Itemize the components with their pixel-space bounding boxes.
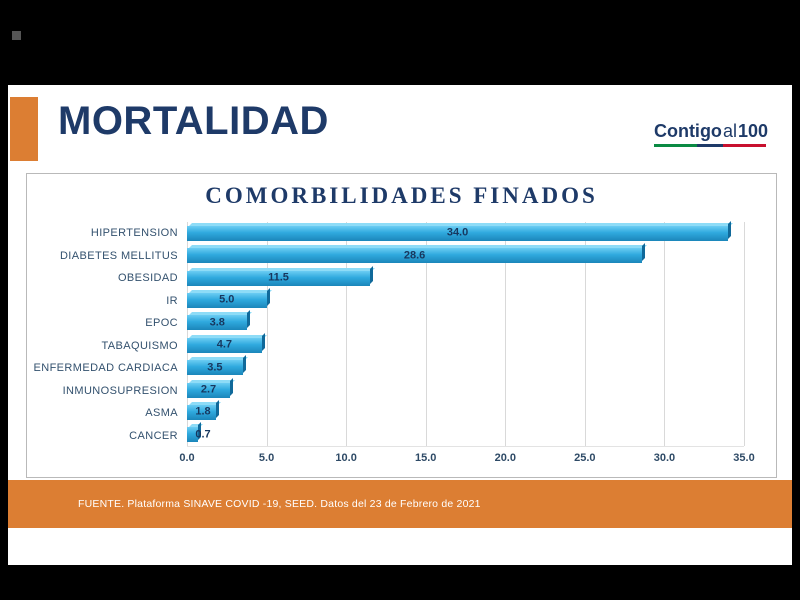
logo-text-100: 100 <box>737 121 768 141</box>
source-footer: FUENTE. Plataforma SINAVE COVID -19, SEE… <box>8 480 792 528</box>
bar-row: 0.7 <box>187 424 744 446</box>
category-label: OBESIDAD <box>117 272 178 285</box>
gridlines <box>187 222 745 446</box>
category-label: HIPERTENSION <box>90 227 178 240</box>
logo-text-al: al <box>722 121 737 141</box>
bar: 11.5 <box>187 270 370 286</box>
bar-value-label: 2.7 <box>200 383 217 396</box>
bar-row: 28.6 <box>187 244 744 266</box>
gridline <box>744 222 745 446</box>
bar-value-label: 5.0 <box>219 293 235 306</box>
bar-value-label: 1.8 <box>195 405 211 418</box>
gridline <box>266 222 268 446</box>
gridline <box>584 222 586 446</box>
logo-underline <box>653 144 766 147</box>
bar-row: 3.8 <box>187 312 744 334</box>
x-tick-label: 20.0 <box>494 452 516 464</box>
slide: MORTALIDAD Contigoal100 COMORBILIDADES F… <box>8 85 792 565</box>
x-axis: 0.0 5.0 10.0 15.0 20.0 25.0 30.0 35.0 <box>179 452 754 468</box>
bar-row: 1.8 <box>187 401 744 423</box>
x-tick-label: 15.0 <box>414 452 437 464</box>
category-labels: HIPERTENSION DIABETES MELLITUS OBESIDAD IR E… <box>31 222 187 447</box>
category-label: CANCER <box>129 429 178 442</box>
x-tick-label: 0.0 <box>179 452 195 464</box>
accent-stripe <box>10 97 38 161</box>
bar-value-label: 3.5 <box>207 361 223 374</box>
category-label: IR <box>166 294 178 307</box>
gridline <box>505 222 507 446</box>
slide-header: MORTALIDAD Contigoal100 <box>8 85 792 173</box>
chart-body: HIPERTENSION DIABETES MELLITUS OBESIDAD IR E… <box>31 222 755 464</box>
bar: 34.0 <box>187 225 729 241</box>
gridline <box>664 222 666 446</box>
gridline <box>346 222 348 446</box>
bar-row: 4.7 <box>187 334 744 356</box>
gridline <box>187 222 188 446</box>
bar-value-label: 0.7 <box>195 428 211 441</box>
page-title: MORTALIDAD <box>58 99 329 143</box>
bar: 1.8 <box>187 404 216 420</box>
category-label: ASMA <box>145 407 178 420</box>
category-label: TABAQUISMO <box>101 339 178 352</box>
plot-area: 34.0 28.6 11.5 5.0 3.8 4.7 3.5 2.7 1.8 0.7 0.0 5.0… <box>179 222 755 464</box>
bar-row: 34.0 <box>187 222 744 244</box>
bar-value-label: 28.6 <box>403 249 426 262</box>
bar: 28.6 <box>187 248 643 264</box>
bar: 5.0 <box>187 292 267 308</box>
x-tick-label: 5.0 <box>258 452 275 464</box>
category-label: DIABETES MELLITUS <box>59 249 178 262</box>
category-label: EPOC <box>145 317 178 330</box>
bar-row: 11.5 <box>187 267 744 289</box>
x-tick-label: 35.0 <box>733 452 755 464</box>
bar-rows: 34.0 28.6 11.5 5.0 3.8 4.7 3.5 2.7 1.8 0.7 <box>187 222 744 446</box>
bar: 4.7 <box>187 337 262 353</box>
bar-row: 3.5 <box>187 356 744 378</box>
bar: 2.7 <box>187 382 230 398</box>
bar: 3.5 <box>187 360 243 376</box>
logo-text-contigo: Contigo <box>653 121 722 141</box>
deco-chevrons <box>378 89 678 165</box>
gridline <box>425 222 427 446</box>
x-tick-label: 10.0 <box>335 452 357 464</box>
bar-value-label: 34.0 <box>446 226 469 239</box>
bar-value-label: 3.8 <box>209 316 225 329</box>
bar-row: 5.0 <box>187 289 744 311</box>
bar-value-label: 11.5 <box>268 271 289 284</box>
chart-title: COMORBILIDADES FINADOS <box>205 183 598 208</box>
bar-value-label: 4.7 <box>216 338 233 351</box>
category-label: INMUNOSUPRESION <box>62 384 178 397</box>
bar-row: 2.7 <box>187 379 744 401</box>
source-text: FUENTE. Plataforma SINAVE COVID -19, SEE… <box>78 498 481 510</box>
x-tick-label: 30.0 <box>653 452 676 464</box>
x-tick-label: 25.0 <box>574 452 596 464</box>
bar: 0.7 <box>187 427 211 443</box>
video-artifact <box>12 31 21 40</box>
chart-panel: COMORBILIDADES FINADOS HIPERTENSION DIABE… <box>26 173 777 478</box>
category-label: ENFERMEDAD CARDIACA <box>33 362 178 375</box>
bar: 3.8 <box>187 315 248 331</box>
contigo-al-100-logo: Contigoal100 <box>653 121 768 147</box>
